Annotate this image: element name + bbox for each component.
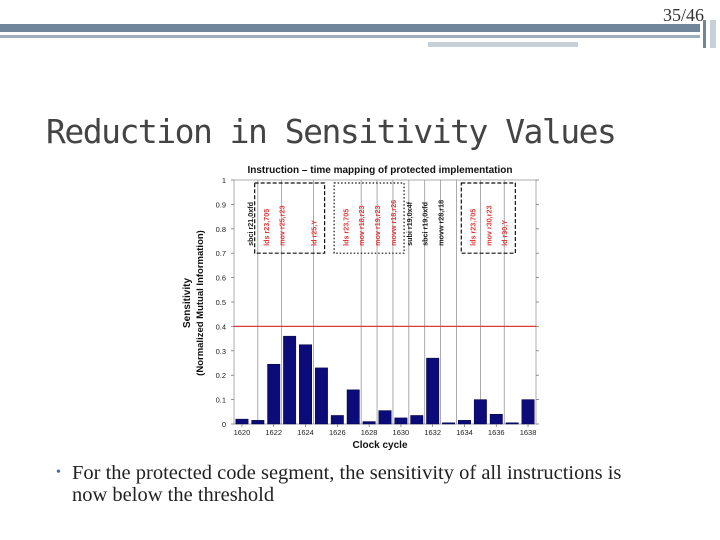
x-tick-label: 1632: [424, 428, 441, 437]
y-tick-label: 0.8: [216, 225, 226, 234]
sensitivity-bar: [346, 389, 360, 425]
header-bar-light: [0, 35, 700, 38]
y-tick-label: 0.7: [216, 249, 226, 258]
x-tick-label: 1620: [234, 428, 251, 437]
sensitivity-bar: [394, 417, 408, 425]
x-tick-label: 1628: [361, 428, 378, 437]
y-axis-label-line1: Sensitivity: [182, 278, 193, 328]
instruction-label: lds r23,705: [341, 209, 350, 246]
bullet-marker: •: [56, 465, 61, 480]
y-tick-label: 0.3: [216, 347, 226, 356]
sensitivity-bar: [314, 367, 328, 425]
instruction-label: sbci r19,0xfd: [421, 202, 430, 246]
sensitivity-bar: [442, 422, 456, 425]
x-axis-label: Clock cycle: [352, 440, 407, 451]
sensitivity-bar: [235, 418, 249, 425]
instruction-label: movw r18,r26: [389, 200, 398, 246]
x-tick-label: 1638: [520, 428, 537, 437]
sensitivity-bar: [505, 422, 519, 425]
x-tick-label: 1624: [297, 428, 314, 437]
sensitivity-bar-chart: Instruction – time mapping of protected …: [182, 165, 539, 451]
slide-title: Reduction in Sensitivity Values: [46, 112, 617, 151]
annotation-box: [333, 182, 405, 254]
instruction-label: subi r19,0x4f: [405, 201, 414, 246]
sensitivity-bar: [521, 399, 535, 425]
header-side-bar-light: [710, 20, 716, 48]
y-tick-label: 0: [222, 420, 226, 429]
sensitivity-bar: [489, 413, 503, 425]
header-decoration: [0, 20, 716, 48]
y-tick-label: 1: [222, 176, 226, 185]
sensitivity-bar: [362, 421, 376, 425]
x-tick-label: 1634: [456, 428, 473, 437]
y-tick-label: 0.4: [216, 322, 226, 331]
instruction-label: ld r25,Y: [309, 220, 318, 246]
sensitivity-bar: [267, 363, 281, 425]
annotation-box: [254, 182, 326, 254]
sensitivity-bar: [458, 420, 471, 425]
x-tick-label: 1636: [488, 428, 505, 437]
x-tick-label: 1622: [265, 428, 282, 437]
sensitivity-bar: [251, 420, 265, 425]
sensitivity-bar: [330, 415, 344, 425]
bullet-point: • For the protected code segment, the se…: [56, 462, 656, 506]
x-tick-label: 1630: [393, 428, 410, 437]
slide-number: 35/46: [662, 5, 704, 25]
y-axis-label-line2: (Normalized Mutual Information): [195, 230, 206, 376]
y-tick-label: 0.9: [216, 200, 226, 209]
sensitivity-bar: [299, 344, 312, 425]
sensitivity-bar: [410, 415, 424, 425]
y-tick-label: 0.1: [216, 396, 226, 405]
header-bar-dark: [0, 24, 700, 32]
instruction-label: lds r23,705: [468, 209, 477, 246]
y-tick-label: 0.5: [216, 298, 226, 307]
instruction-label: movw r28,r18: [437, 200, 446, 246]
annotation-box: [460, 182, 516, 254]
instruction-label: lds r23,705: [262, 209, 271, 246]
sensitivity-bar: [426, 357, 440, 425]
sensitivity-bar: [473, 399, 487, 425]
sensitivity-bar: [378, 410, 392, 425]
instruction-label: mov r18,r23: [357, 206, 366, 246]
instruction-label: mov r19,r23: [373, 206, 382, 246]
sensitivity-bar: [283, 335, 297, 425]
instruction-label: mov r30,r23: [484, 206, 493, 246]
bullet-text: For the protected code segment, the sens…: [72, 462, 622, 506]
chart-title: Instruction – time mapping of protected …: [247, 165, 512, 176]
header-bar-short: [428, 42, 578, 47]
header-side-bar: [703, 20, 706, 48]
y-tick-label: 0.6: [216, 274, 226, 283]
instruction-label: sbci r21,0xfd: [246, 202, 255, 246]
x-tick-label: 1626: [329, 428, 346, 437]
instruction-label: ld r30,Y: [500, 220, 509, 246]
instruction-label: mov r25,r23: [278, 206, 287, 246]
y-tick-label: 0.2: [216, 371, 226, 380]
